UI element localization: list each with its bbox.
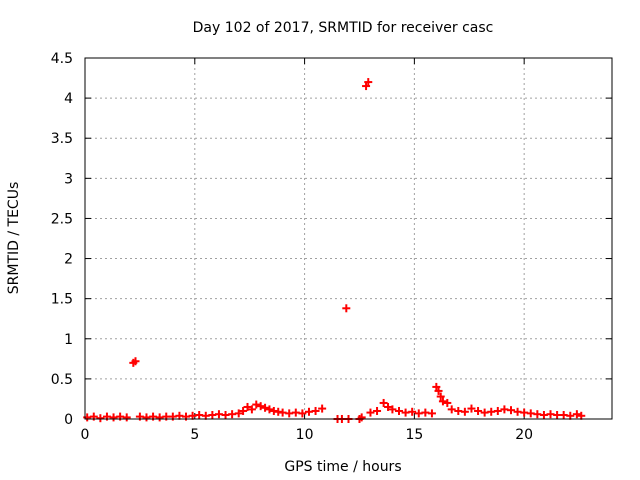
data-point [467, 404, 476, 413]
x-tick-label: 15 [405, 427, 423, 443]
data-point [311, 406, 320, 415]
data-point [436, 392, 445, 401]
data-point [239, 406, 248, 415]
data-point [96, 414, 105, 423]
grid-layer [85, 58, 612, 419]
data-point [366, 408, 375, 417]
x-axis-label: GPS time / hours [284, 459, 401, 475]
x-tick-label: 10 [296, 427, 314, 443]
y-tick-label: 2.5 [51, 211, 73, 227]
y-tick-label: 1.5 [51, 292, 73, 308]
data-point [252, 400, 261, 409]
data-point [364, 78, 373, 87]
plot-frame [84, 57, 613, 420]
data-point [493, 406, 502, 415]
x-tick-label: 0 [81, 427, 90, 443]
chart-title: Day 102 of 2017, SRMTID for receiver cas… [193, 20, 494, 36]
data-point [342, 304, 351, 313]
data-point [438, 397, 447, 406]
data-point [434, 386, 443, 395]
data-point [265, 405, 274, 414]
data-point [474, 406, 483, 415]
data-point [247, 405, 256, 414]
y-axis-label: SRMTID / TECUs [6, 182, 22, 295]
data-point [566, 411, 575, 420]
y-tick-label: 0 [64, 412, 73, 428]
data-point [243, 402, 252, 411]
y-tick-label: 2 [64, 252, 73, 268]
data-point [447, 405, 456, 414]
data-marks [83, 78, 586, 423]
data-point [572, 410, 581, 419]
y-tick-label: 3.5 [51, 131, 73, 147]
data-point [427, 409, 436, 418]
data-point [122, 413, 131, 422]
y-tick-label: 4.5 [51, 51, 73, 67]
x-tick-label: 20 [515, 427, 533, 443]
data-point [506, 406, 515, 415]
data-point [261, 403, 270, 412]
data-point [388, 405, 397, 414]
data-point [373, 406, 382, 415]
data-point [256, 402, 265, 411]
data-point [318, 404, 327, 413]
data-point [234, 409, 243, 418]
y-tick-label: 1 [64, 332, 73, 348]
y-tick-label: 4 [64, 91, 73, 107]
data-point [131, 357, 140, 366]
data-point [577, 411, 586, 420]
data-point [443, 398, 452, 407]
ticks-layer: 0 5 10 15 20 0 0.5 1 1.5 2 2.5 3 3.5 4 4.5 [51, 51, 612, 443]
data-point [384, 402, 393, 411]
y-tick-label: 3 [64, 171, 73, 187]
data-point [395, 406, 404, 415]
data-point [379, 398, 388, 407]
data-point [432, 382, 441, 391]
data-point [357, 413, 366, 422]
data-point [298, 409, 307, 418]
data-point [408, 407, 417, 416]
x-tick-label: 5 [190, 427, 199, 443]
data-point [362, 82, 371, 91]
data-point [460, 407, 469, 416]
y-tick-label: 0.5 [51, 372, 73, 388]
